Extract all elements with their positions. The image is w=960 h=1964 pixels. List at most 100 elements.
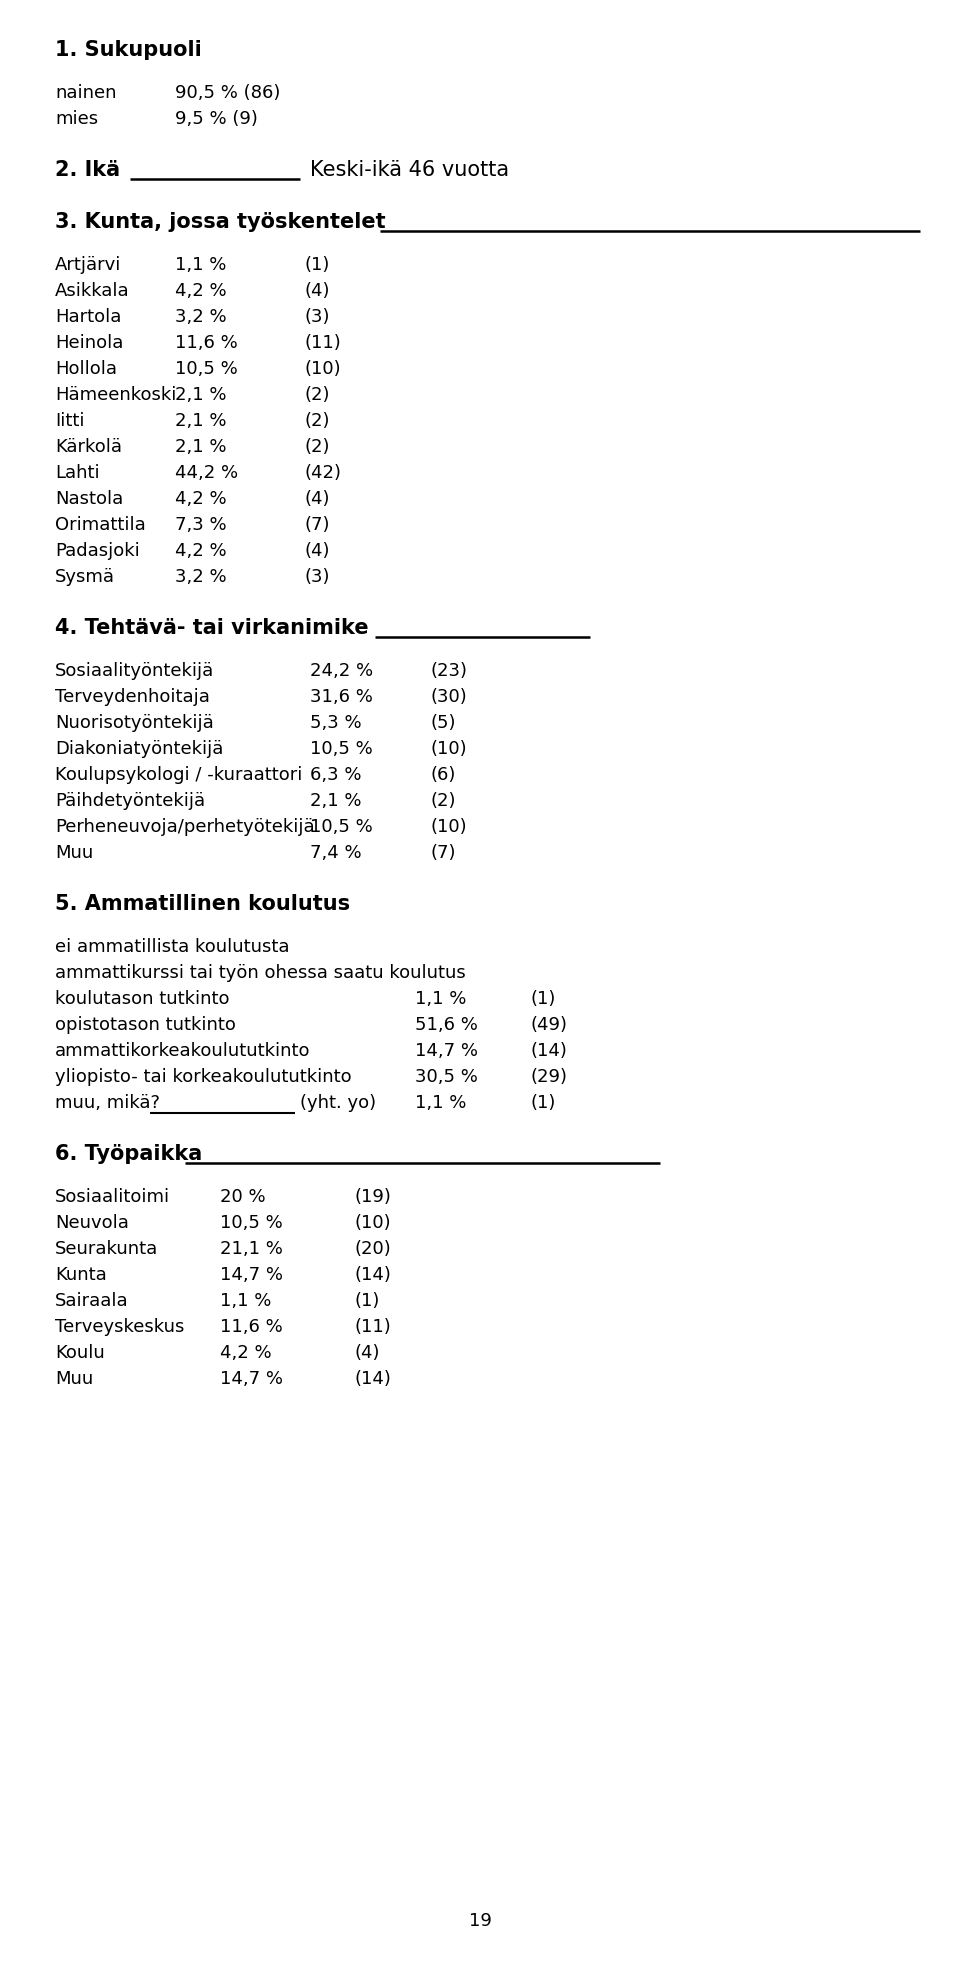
Text: (49): (49) [530,1015,567,1033]
Text: ammattikurssi tai työn ohessa saatu koulutus: ammattikurssi tai työn ohessa saatu koul… [55,964,466,982]
Text: 31,6 %: 31,6 % [310,687,372,705]
Text: (14): (14) [355,1369,392,1387]
Text: (42): (42) [305,464,342,481]
Text: 5. Ammatillinen koulutus: 5. Ammatillinen koulutus [55,894,350,913]
Text: yliopisto- tai korkeakoulututkinto: yliopisto- tai korkeakoulututkinto [55,1068,351,1086]
Text: (yht. yo): (yht. yo) [300,1094,376,1112]
Text: 10,5 %: 10,5 % [310,740,372,758]
Text: (23): (23) [430,662,467,680]
Text: 7,3 %: 7,3 % [175,517,227,534]
Text: (5): (5) [430,713,455,733]
Text: Terveydenhoitaja: Terveydenhoitaja [55,687,210,705]
Text: (10): (10) [305,359,342,377]
Text: 24,2 %: 24,2 % [310,662,373,680]
Text: 2,1 %: 2,1 % [310,791,362,809]
Text: Padasjoki: Padasjoki [55,542,140,560]
Text: 6,3 %: 6,3 % [310,766,362,784]
Text: (30): (30) [430,687,467,705]
Text: 2. Ikä: 2. Ikä [55,159,120,181]
Text: Sairaala: Sairaala [55,1292,129,1310]
Text: Lahti: Lahti [55,464,100,481]
Text: Hollola: Hollola [55,359,117,377]
Text: 1. Sukupuoli: 1. Sukupuoli [55,39,202,61]
Text: Neuvola: Neuvola [55,1214,129,1231]
Text: (20): (20) [355,1239,392,1257]
Text: (1): (1) [530,990,556,1008]
Text: (3): (3) [305,308,330,326]
Text: 20 %: 20 % [220,1188,266,1206]
Text: Koulupsykologi / -kuraattori: Koulupsykologi / -kuraattori [55,766,302,784]
Text: 4,2 %: 4,2 % [175,489,227,509]
Text: 10,5 %: 10,5 % [175,359,238,377]
Text: (10): (10) [430,740,467,758]
Text: (11): (11) [305,334,342,352]
Text: ei ammatillista koulutusta: ei ammatillista koulutusta [55,937,290,956]
Text: (11): (11) [355,1318,392,1336]
Text: Terveyskeskus: Terveyskeskus [55,1318,184,1336]
Text: 44,2 %: 44,2 % [175,464,238,481]
Text: Kärkolä: Kärkolä [55,438,122,456]
Text: (7): (7) [305,517,330,534]
Text: 9,5 % (9): 9,5 % (9) [175,110,258,128]
Text: 7,4 %: 7,4 % [310,845,362,862]
Text: 2,1 %: 2,1 % [175,438,227,456]
Text: (6): (6) [430,766,455,784]
Text: (4): (4) [305,489,330,509]
Text: 90,5 % (86): 90,5 % (86) [175,84,280,102]
Text: (29): (29) [530,1068,567,1086]
Text: opistotason tutkinto: opistotason tutkinto [55,1015,236,1033]
Text: (2): (2) [305,412,330,430]
Text: muu, mikä?: muu, mikä? [55,1094,160,1112]
Text: Hämeenkoski: Hämeenkoski [55,385,177,405]
Text: (14): (14) [355,1265,392,1282]
Text: (7): (7) [430,845,455,862]
Text: 1,1 %: 1,1 % [175,255,227,273]
Text: Orimattila: Orimattila [55,517,146,534]
Text: Asikkala: Asikkala [55,283,130,300]
Text: 4,2 %: 4,2 % [175,283,227,300]
Text: Kunta: Kunta [55,1265,107,1282]
Text: Perheneuvoja/perhetyötekijä: Perheneuvoja/perhetyötekijä [55,817,315,835]
Text: Nastola: Nastola [55,489,123,509]
Text: mies: mies [55,110,98,128]
Text: (1): (1) [355,1292,380,1310]
Text: 10,5 %: 10,5 % [310,817,372,835]
Text: Muu: Muu [55,845,93,862]
Text: 30,5 %: 30,5 % [415,1068,478,1086]
Text: 14,7 %: 14,7 % [220,1369,283,1387]
Text: 1,1 %: 1,1 % [415,1094,467,1112]
Text: (19): (19) [355,1188,392,1206]
Text: 14,7 %: 14,7 % [415,1041,478,1059]
Text: (14): (14) [530,1041,566,1059]
Text: 3. Kunta, jossa työskentelet: 3. Kunta, jossa työskentelet [55,212,386,232]
Text: 3,2 %: 3,2 % [175,568,227,585]
Text: 4. Tehtävä- tai virkanimike: 4. Tehtävä- tai virkanimike [55,619,369,638]
Text: Keski-ikä 46 vuotta: Keski-ikä 46 vuotta [310,159,509,181]
Text: 19: 19 [468,1911,492,1929]
Text: Heinola: Heinola [55,334,124,352]
Text: koulutason tutkinto: koulutason tutkinto [55,990,229,1008]
Text: (4): (4) [355,1343,380,1361]
Text: 21,1 %: 21,1 % [220,1239,283,1257]
Text: Muu: Muu [55,1369,93,1387]
Text: (10): (10) [430,817,467,835]
Text: (2): (2) [430,791,455,809]
Text: ammattikorkeakoulututkinto: ammattikorkeakoulututkinto [55,1041,310,1059]
Text: nainen: nainen [55,84,116,102]
Text: Koulu: Koulu [55,1343,105,1361]
Text: (1): (1) [305,255,330,273]
Text: 6. Työpaikka: 6. Työpaikka [55,1143,203,1163]
Text: Sosiaalityöntekijä: Sosiaalityöntekijä [55,662,214,680]
Text: 11,6 %: 11,6 % [175,334,238,352]
Text: Diakoniatyöntekijä: Diakoniatyöntekijä [55,740,224,758]
Text: Nuorisotyöntekijä: Nuorisotyöntekijä [55,713,214,733]
Text: Iitti: Iitti [55,412,84,430]
Text: 51,6 %: 51,6 % [415,1015,478,1033]
Text: 4,2 %: 4,2 % [175,542,227,560]
Text: (2): (2) [305,385,330,405]
Text: (2): (2) [305,438,330,456]
Text: Päihdetyöntekijä: Päihdetyöntekijä [55,791,205,809]
Text: Artjärvi: Artjärvi [55,255,121,273]
Text: Sosiaalitoimi: Sosiaalitoimi [55,1188,170,1206]
Text: Seurakunta: Seurakunta [55,1239,158,1257]
